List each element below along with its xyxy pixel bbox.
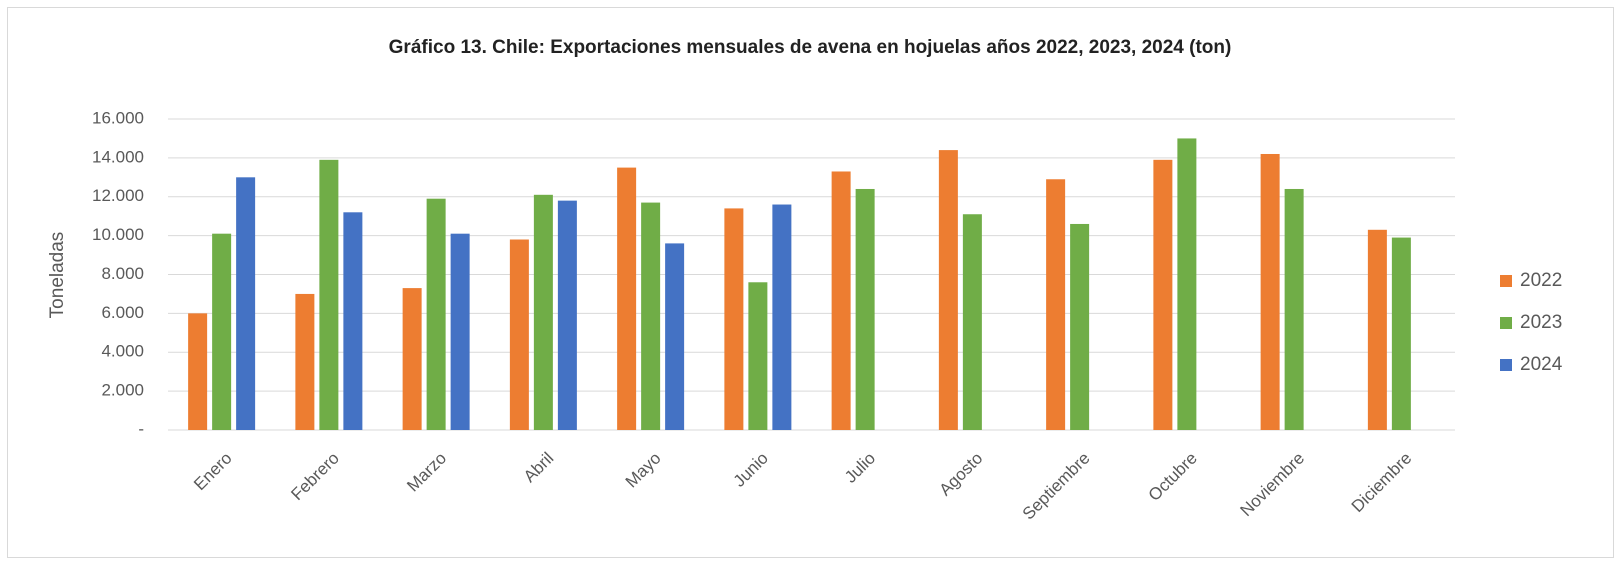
- bar: [1177, 138, 1197, 430]
- chart-title: Gráfico 13. Chile: Exportaciones mensual…: [388, 37, 1232, 58]
- bar: [343, 212, 363, 430]
- bar: [962, 214, 982, 430]
- legend-label: 2024: [1520, 354, 1563, 375]
- y-tick-label: 10.000: [92, 225, 144, 244]
- y-tick-label: 6.000: [101, 303, 144, 322]
- legend-swatch: [1500, 359, 1512, 371]
- y-tick-label: 12.000: [92, 186, 144, 205]
- x-tick-label: Junio: [730, 449, 772, 491]
- bar: [641, 202, 661, 430]
- bar: [509, 239, 529, 430]
- bar: [319, 159, 339, 430]
- y-tick-label: 8.000: [101, 264, 144, 283]
- bar: [855, 188, 875, 430]
- bar: [236, 177, 256, 430]
- x-tick-label: Enero: [190, 449, 236, 495]
- bar: [1046, 179, 1066, 430]
- bar: [1367, 229, 1387, 430]
- bar: [748, 282, 768, 430]
- y-tick-label: 4.000: [101, 342, 144, 361]
- x-tick-label: Agosto: [936, 449, 987, 500]
- x-tick-label: Noviembre: [1237, 449, 1309, 521]
- x-tick-label: Febrero: [287, 449, 343, 505]
- x-tick-label: Abril: [520, 449, 557, 486]
- bar: [1070, 223, 1090, 430]
- bar: [295, 293, 315, 430]
- legend-swatch: [1500, 317, 1512, 329]
- legend-swatch: [1500, 275, 1512, 287]
- bar: [1391, 237, 1411, 430]
- bar: [212, 233, 232, 430]
- x-tick-label: Diciembre: [1348, 449, 1416, 517]
- x-tick-label: Marzo: [403, 449, 450, 496]
- bar: [831, 171, 851, 430]
- bar: [1153, 159, 1173, 430]
- x-tick-label: Mayo: [622, 449, 665, 492]
- y-axis-label: Toneladas: [47, 232, 68, 319]
- bar: [533, 194, 553, 430]
- bar: [665, 243, 685, 430]
- y-tick-label: 14.000: [92, 147, 144, 166]
- bar: [724, 208, 744, 430]
- bar: [617, 167, 637, 430]
- x-tick-label: Septiembre: [1019, 449, 1094, 524]
- bar: [557, 200, 577, 430]
- x-tick-label: Octubre: [1145, 449, 1201, 505]
- bar: [772, 204, 792, 430]
- x-tick-label: Julio: [841, 449, 879, 487]
- bar: [1260, 153, 1280, 431]
- y-tick-label: -: [138, 419, 144, 438]
- y-tick-label: 2.000: [101, 381, 144, 400]
- bar: [1284, 188, 1304, 430]
- chart-border: [7, 7, 1614, 558]
- bar: [188, 313, 208, 430]
- bar: [426, 198, 446, 430]
- legend-label: 2023: [1520, 312, 1562, 333]
- bar: [938, 150, 958, 430]
- bar: [402, 288, 422, 430]
- bar: [450, 233, 470, 430]
- y-tick-label: 16.000: [92, 108, 144, 127]
- legend-label: 2022: [1520, 270, 1562, 291]
